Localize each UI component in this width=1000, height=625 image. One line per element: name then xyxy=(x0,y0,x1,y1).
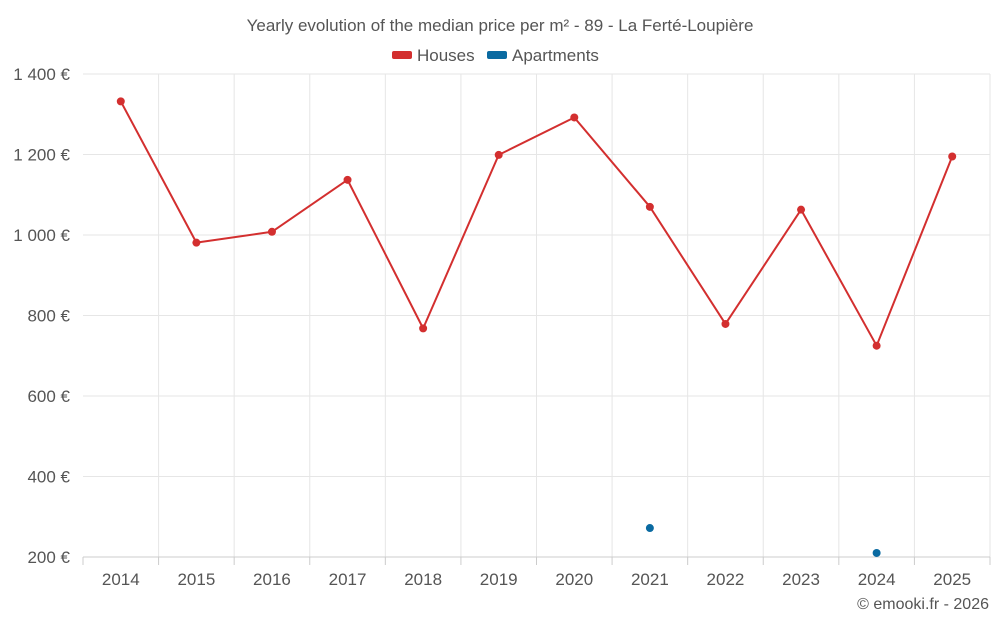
legend: Houses Apartments xyxy=(392,46,599,65)
series-line-houses xyxy=(119,100,954,347)
y-axis: 200 € 400 € 600 € 800 € 1 000 € 1 200 € 1 400 … xyxy=(13,65,70,567)
x-tick-label: 2023 xyxy=(782,570,820,589)
data-point-houses[interactable] xyxy=(721,319,730,328)
legend-item-houses[interactable]: Houses xyxy=(392,46,475,65)
gridlines xyxy=(83,73,991,557)
data-point-houses[interactable] xyxy=(494,150,503,159)
data-point-houses[interactable] xyxy=(419,324,428,333)
legend-label-houses: Houses xyxy=(417,46,475,65)
data-point-apartments[interactable] xyxy=(872,548,881,557)
series-houses xyxy=(116,97,957,350)
series xyxy=(116,97,957,557)
x-tick-label: 2021 xyxy=(631,570,669,589)
x-tick-label: 2020 xyxy=(555,570,593,589)
data-point-apartments[interactable] xyxy=(645,524,654,533)
x-tick-label: 2017 xyxy=(329,570,367,589)
x-tick-label: 2019 xyxy=(480,570,518,589)
y-tick-label: 400 € xyxy=(27,468,70,487)
y-tick-label: 1 000 € xyxy=(13,226,70,245)
y-tick-label: 600 € xyxy=(27,387,70,406)
data-point-houses[interactable] xyxy=(192,238,201,247)
x-tick-label: 2016 xyxy=(253,570,291,589)
x-tick-label: 2024 xyxy=(858,570,896,589)
data-point-houses[interactable] xyxy=(570,113,579,122)
data-point-houses[interactable] xyxy=(797,205,806,214)
x-tick-label: 2014 xyxy=(102,570,140,589)
x-axis: 2014 2015 2016 2017 2018 2019 2020 2021 2022 2023… xyxy=(82,556,991,589)
chart-title: Yearly evolution of the median price per… xyxy=(247,16,754,35)
credit-text: © emooki.fr - 2026 xyxy=(857,596,989,613)
data-point-houses[interactable] xyxy=(267,227,276,236)
data-point-houses[interactable] xyxy=(116,97,125,106)
data-point-houses[interactable] xyxy=(343,175,352,184)
x-tick-label: 2015 xyxy=(177,570,215,589)
data-point-houses[interactable] xyxy=(872,341,881,350)
y-tick-label: 1 200 € xyxy=(13,146,70,165)
x-tick-label: 2018 xyxy=(404,570,442,589)
y-tick-label: 800 € xyxy=(27,307,70,326)
x-tick-label: 2022 xyxy=(707,570,745,589)
legend-item-apartments[interactable]: Apartments xyxy=(487,46,599,65)
data-point-houses[interactable] xyxy=(645,202,654,211)
legend-swatch-apartments xyxy=(487,51,507,59)
legend-label-apartments: Apartments xyxy=(512,46,599,65)
data-point-houses[interactable] xyxy=(948,152,957,161)
x-tick-label: 2025 xyxy=(933,570,971,589)
legend-swatch-houses xyxy=(392,51,412,59)
y-tick-label: 1 400 € xyxy=(13,65,70,84)
y-tick-label: 200 € xyxy=(27,548,70,567)
series-apartments xyxy=(645,524,881,557)
